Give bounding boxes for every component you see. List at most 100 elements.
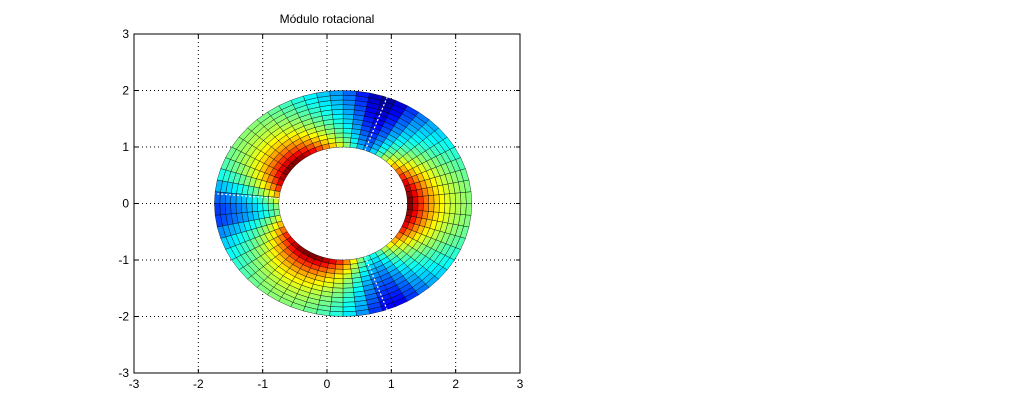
heatmap-cell xyxy=(428,194,435,204)
heatmap-cell xyxy=(444,203,451,214)
heatmap-cell xyxy=(412,196,419,204)
heatmap-cell xyxy=(267,203,275,211)
heatmap-cell xyxy=(219,203,227,216)
y-tick-label: 1 xyxy=(122,140,129,154)
heatmap-cell xyxy=(342,310,357,317)
heatmap-cell xyxy=(412,203,419,211)
x-tick-label: -1 xyxy=(257,377,268,391)
heatmap-cell xyxy=(235,203,243,214)
annotation-line xyxy=(214,193,280,200)
heatmap-cell xyxy=(342,264,352,270)
axis-ticks: -3 -2 -1 0 1 2 3 -3 -2 -1 0 1 2 3 xyxy=(118,27,523,391)
heatmap-cell xyxy=(428,203,435,213)
heatmap-cell xyxy=(417,195,424,204)
heatmap-cell xyxy=(342,104,356,111)
chart-title: Módulo rotacional xyxy=(280,12,375,26)
heatmap-cell xyxy=(433,194,440,204)
heatmap-cell xyxy=(342,278,353,284)
heatmap-cell xyxy=(433,203,440,213)
heatmap-cell xyxy=(342,273,353,280)
heatmap-cell xyxy=(460,191,467,204)
heatmap-cell xyxy=(333,123,344,129)
heatmap-cell xyxy=(342,90,357,97)
y-tick-label: 0 xyxy=(122,197,129,211)
x-tick-label: 0 xyxy=(324,377,331,391)
heatmap-cell xyxy=(334,264,344,270)
heatmap-cell xyxy=(331,296,344,303)
heatmap-cell xyxy=(342,296,356,303)
heatmap-cell xyxy=(438,193,446,204)
heatmap-field xyxy=(214,90,472,317)
heatmap-cell xyxy=(329,94,344,101)
heatmap-cell xyxy=(335,142,344,148)
heatmap-cell xyxy=(329,310,344,317)
heatmap-cell xyxy=(460,203,467,216)
heatmap-cell xyxy=(342,118,354,125)
heatmap-cell xyxy=(332,113,344,120)
heatmap-cell xyxy=(417,203,424,212)
heatmap-cell xyxy=(333,127,344,134)
heatmap-cell xyxy=(342,94,357,101)
heatmap-cell xyxy=(331,104,344,111)
heatmap-cell xyxy=(273,203,280,211)
heatmap-cell xyxy=(329,90,344,97)
x-tick-label: 2 xyxy=(452,377,459,391)
heatmap-cell xyxy=(342,268,352,275)
heatmap-cell xyxy=(342,127,353,134)
heatmap-cell xyxy=(334,268,344,275)
heatmap-cell xyxy=(342,306,357,313)
annotation-line xyxy=(364,256,388,310)
heatmap-cell xyxy=(465,203,472,216)
heatmap-cell xyxy=(342,292,355,298)
heatmap-cell xyxy=(329,306,344,313)
heatmap-cell xyxy=(333,273,344,280)
heatmap-cell xyxy=(331,109,344,115)
heatmap-cell xyxy=(331,292,344,298)
y-tick-label: -2 xyxy=(118,310,129,324)
heatmap-cell xyxy=(406,196,414,204)
heatmap-cell xyxy=(465,191,472,204)
heatmap-cell xyxy=(342,137,352,143)
heatmap-cell xyxy=(342,109,355,115)
x-tick-label: 1 xyxy=(388,377,395,391)
x-tick-label: 3 xyxy=(517,377,524,391)
heatmap-cell xyxy=(342,259,351,265)
heatmap-cell xyxy=(334,132,344,139)
heatmap-cell xyxy=(334,137,344,143)
x-tick-label: -3 xyxy=(129,377,140,391)
heatmap-cell xyxy=(332,282,344,289)
heatmap-cell xyxy=(454,192,462,204)
heatmap-cell xyxy=(342,113,354,120)
annotation-line xyxy=(364,97,388,151)
heatmap-cell xyxy=(335,259,344,265)
heatmap-cell xyxy=(332,118,344,125)
y-tick-label: -3 xyxy=(118,366,129,380)
heatmap-cell xyxy=(342,142,351,148)
heatmap-cell xyxy=(444,193,451,204)
heatmap-cell xyxy=(454,203,462,215)
heatmap-cell xyxy=(422,195,430,204)
heatmap-cell xyxy=(422,203,430,212)
y-tick-label: 3 xyxy=(122,27,129,41)
heatmap-cell xyxy=(449,192,456,204)
heatmap-cell xyxy=(251,203,259,213)
heatmap-cell xyxy=(342,287,354,294)
heatmap-cell xyxy=(438,203,446,214)
heatmap-cell xyxy=(332,287,344,294)
heatmap-cell xyxy=(230,203,237,215)
heatmap-cell xyxy=(224,203,232,215)
x-tick-label: -2 xyxy=(193,377,204,391)
annotation-lines xyxy=(214,97,388,310)
grid xyxy=(134,34,520,373)
heatmap-cell xyxy=(342,123,353,129)
heatmap-cell xyxy=(214,203,221,216)
heatmap-cell xyxy=(257,203,264,212)
heatmap-cell xyxy=(333,278,344,284)
heatmap-cell xyxy=(342,301,356,308)
heatmap-cell xyxy=(449,203,456,215)
heatmap-cell xyxy=(342,99,356,106)
y-tick-label: -1 xyxy=(118,253,129,267)
heatmap-cell xyxy=(406,203,414,211)
heatmap-cell xyxy=(330,301,344,308)
